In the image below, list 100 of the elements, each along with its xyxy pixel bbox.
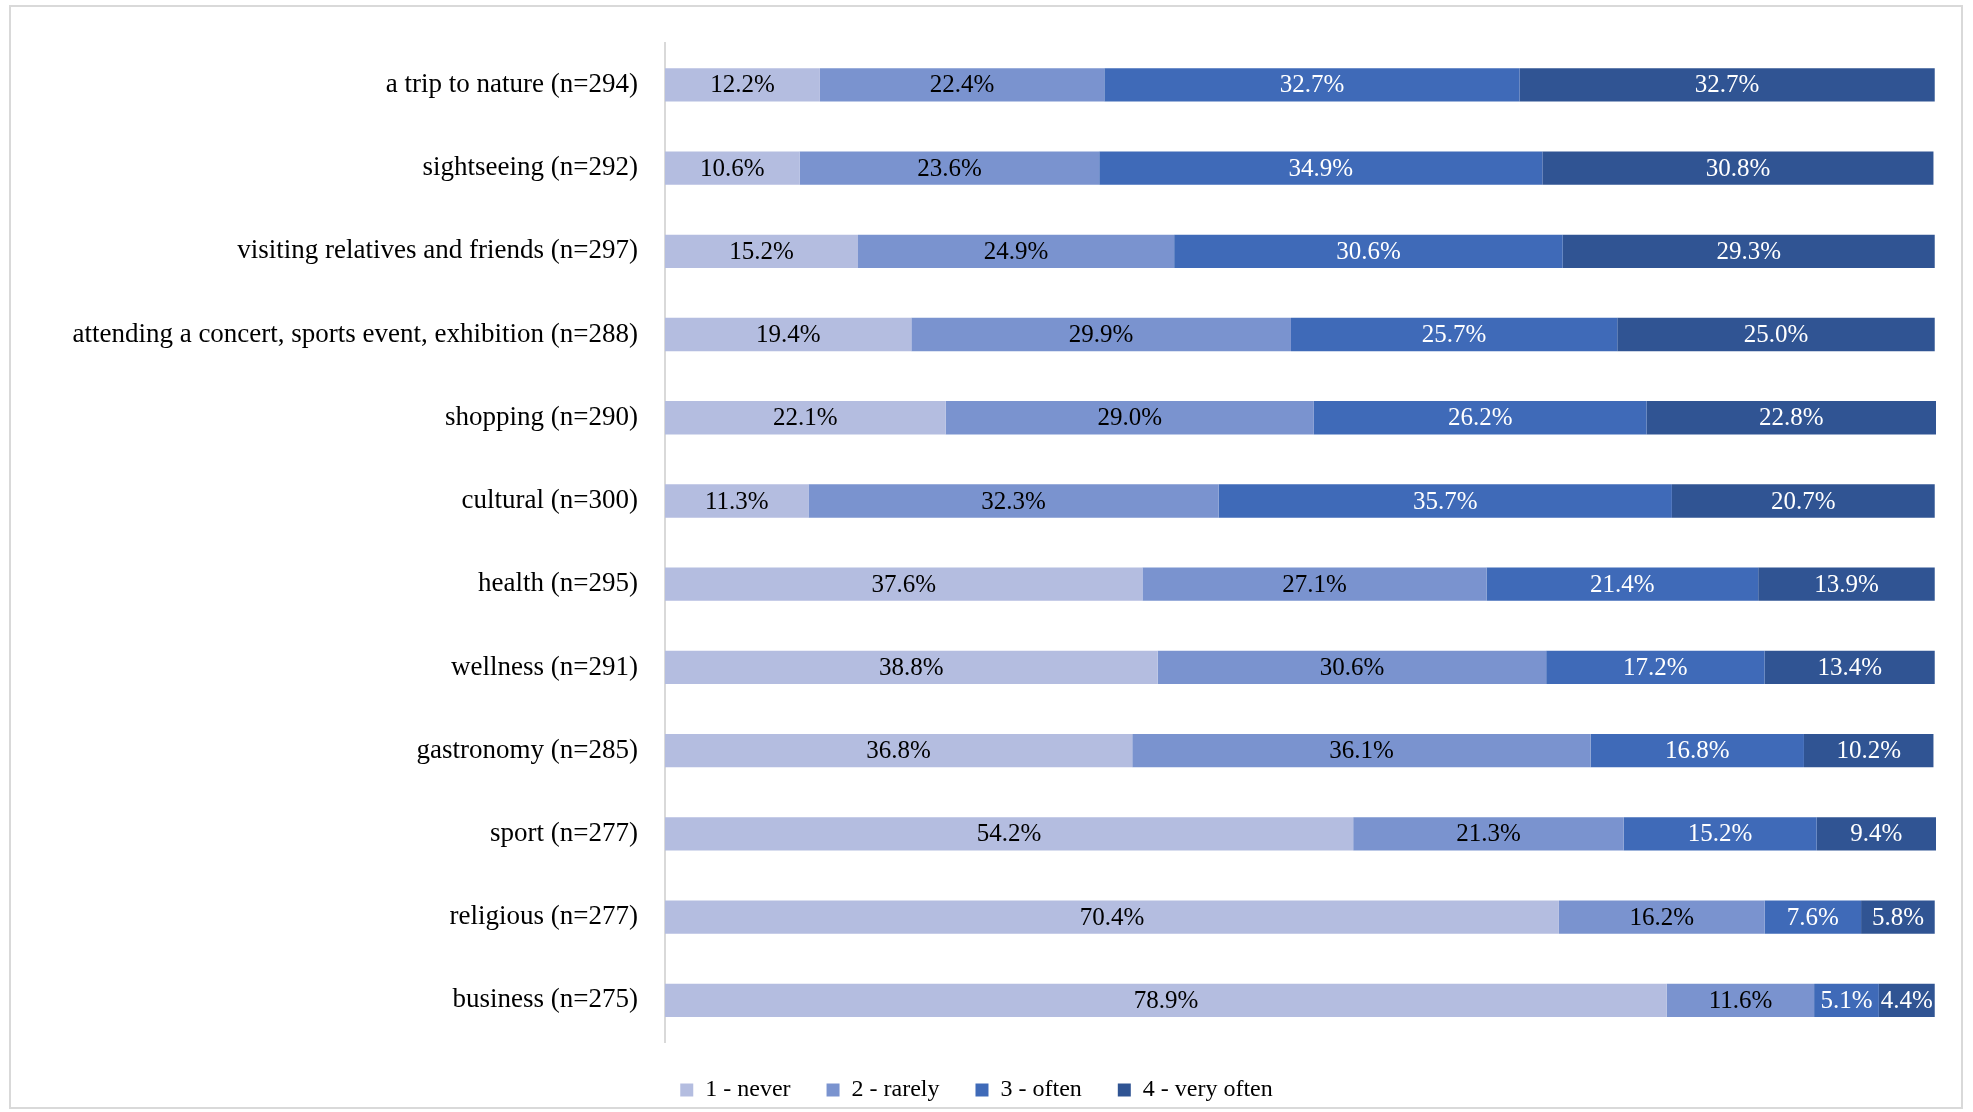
data-label: 70.4% bbox=[1079, 902, 1145, 930]
data-label: 32.3% bbox=[981, 486, 1046, 514]
data-label: 10.2% bbox=[1836, 736, 1901, 764]
bar bbox=[665, 317, 912, 352]
data-label: 21.4% bbox=[1590, 569, 1655, 597]
y-tick-label: health (n=295) bbox=[478, 567, 638, 598]
y-tick-label: shopping (n=290) bbox=[445, 400, 638, 431]
bar bbox=[665, 734, 1133, 768]
data-label: 13.9% bbox=[1814, 569, 1879, 597]
bar bbox=[1486, 567, 1759, 601]
data-label: 13.4% bbox=[1817, 653, 1882, 681]
data-label: 12.2% bbox=[710, 70, 775, 98]
bar bbox=[1290, 317, 1618, 352]
bar bbox=[1142, 567, 1487, 601]
data-label: 5.8% bbox=[1871, 902, 1924, 930]
bar bbox=[1558, 900, 1765, 934]
bar bbox=[665, 650, 1158, 685]
data-label: 32.7% bbox=[1279, 70, 1345, 98]
bar bbox=[665, 484, 809, 518]
data-label: 30.6% bbox=[1336, 236, 1401, 264]
data-label: 27.1% bbox=[1282, 569, 1347, 597]
data-label: 21.3% bbox=[1456, 819, 1521, 847]
data-label: 20.7% bbox=[1771, 486, 1836, 514]
bar bbox=[1353, 817, 1624, 851]
y-tick-label: sightseeing (n=292) bbox=[422, 151, 638, 182]
data-label: 25.0% bbox=[1743, 320, 1809, 348]
data-label: 35.7% bbox=[1412, 486, 1478, 514]
bar bbox=[665, 983, 1667, 1018]
data-label: 22.8% bbox=[1758, 403, 1824, 431]
bar bbox=[665, 817, 1354, 851]
bar bbox=[945, 401, 1314, 435]
bar bbox=[1764, 650, 1935, 685]
bar bbox=[911, 317, 1291, 352]
bar bbox=[1758, 567, 1935, 601]
bar bbox=[665, 68, 820, 102]
data-label: 22.4% bbox=[929, 70, 995, 98]
data-label: 5.1% bbox=[1820, 985, 1873, 1013]
bar bbox=[799, 151, 1100, 185]
bar bbox=[1542, 151, 1934, 185]
data-label: 78.9% bbox=[1133, 985, 1199, 1013]
data-label: 37.6% bbox=[871, 569, 936, 597]
data-label: 10.6% bbox=[700, 153, 765, 181]
data-label: 29.3% bbox=[1716, 236, 1781, 264]
bar bbox=[1519, 68, 1935, 102]
data-label: 9.4% bbox=[1850, 819, 1903, 847]
bar bbox=[665, 567, 1143, 601]
bar bbox=[1623, 817, 1817, 851]
data-label: 30.6% bbox=[1319, 653, 1385, 681]
data-label: 30.8% bbox=[1705, 153, 1771, 181]
y-tick-label: gastronomy (n=285) bbox=[416, 733, 638, 764]
data-label: 26.2% bbox=[1447, 403, 1513, 431]
data-label: 36.8% bbox=[866, 736, 931, 764]
y-tick-label: business (n=275) bbox=[452, 983, 638, 1014]
data-label: 22.1% bbox=[773, 403, 838, 431]
bar bbox=[1562, 234, 1935, 268]
bar bbox=[1671, 484, 1935, 518]
data-label: 38.8% bbox=[879, 653, 944, 681]
y-tick-label: a trip to nature (n=294) bbox=[385, 67, 638, 98]
data-label: 29.0% bbox=[1097, 403, 1163, 431]
legend-label: 1 - never bbox=[705, 1075, 791, 1102]
bar bbox=[1546, 650, 1765, 685]
y-tick-label: visiting relatives and friends (n=297) bbox=[237, 234, 638, 265]
bar bbox=[1646, 401, 1936, 435]
bar bbox=[665, 401, 946, 435]
legend-label: 2 - rarely bbox=[851, 1075, 940, 1102]
bar bbox=[665, 234, 858, 268]
data-label: 15.2% bbox=[1687, 819, 1753, 847]
bar bbox=[1132, 734, 1591, 768]
data-label: 7.6% bbox=[1786, 902, 1839, 930]
data-label: 23.6% bbox=[917, 153, 982, 181]
legend-label: 3 - often bbox=[1000, 1075, 1082, 1102]
y-tick-label: wellness (n=291) bbox=[451, 650, 638, 681]
bar bbox=[858, 234, 1175, 268]
data-label: 34.9% bbox=[1288, 153, 1354, 181]
legend-label: 4 - very often bbox=[1142, 1075, 1273, 1102]
y-tick-label: religious (n=277) bbox=[449, 900, 638, 931]
data-label: 16.2% bbox=[1629, 902, 1695, 930]
data-label: 29.9% bbox=[1068, 320, 1134, 348]
data-label: 11.6% bbox=[1708, 985, 1773, 1013]
bar bbox=[808, 484, 1219, 518]
bar bbox=[665, 151, 800, 185]
bar bbox=[1666, 983, 1815, 1018]
y-tick-label: cultural (n=300) bbox=[461, 484, 638, 515]
bar bbox=[1313, 401, 1647, 435]
bar bbox=[1590, 734, 1804, 768]
y-tick-label: sport (n=277) bbox=[490, 817, 638, 848]
data-label: 24.9% bbox=[983, 236, 1049, 264]
bar bbox=[1157, 650, 1547, 685]
bar bbox=[1617, 317, 1935, 352]
data-label: 16.8% bbox=[1665, 736, 1730, 764]
data-label: 17.2% bbox=[1623, 653, 1688, 681]
data-label: 19.4% bbox=[755, 320, 821, 348]
data-label: 32.7% bbox=[1694, 70, 1760, 98]
data-label: 25.7% bbox=[1421, 320, 1487, 348]
bar bbox=[1218, 484, 1672, 518]
y-tick-label: attending a concert, sports event, exhibition (n=288) bbox=[72, 317, 638, 348]
data-label: 11.3% bbox=[704, 486, 769, 514]
data-label: 15.2% bbox=[729, 236, 794, 264]
bar bbox=[665, 900, 1559, 934]
data-label: 4.4% bbox=[1880, 985, 1933, 1013]
